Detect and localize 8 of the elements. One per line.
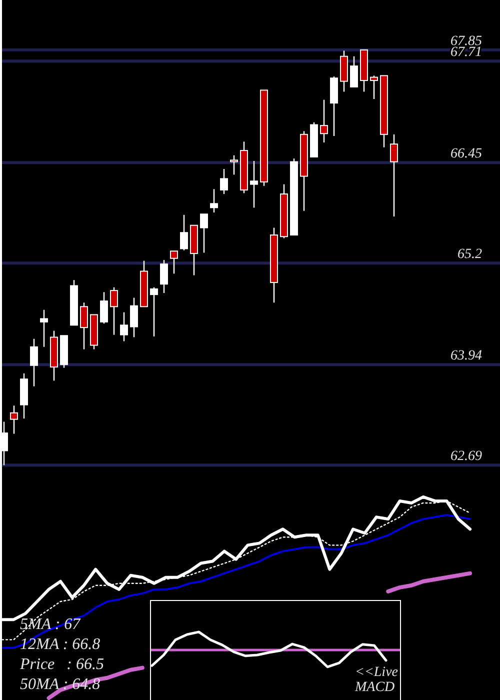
y-tick-label: 62.69 bbox=[450, 449, 482, 464]
y-tick-label: 66.45 bbox=[450, 146, 482, 162]
y-tick-label: 65.2 bbox=[458, 247, 482, 262]
annotation: Price : 66.5 bbox=[20, 655, 104, 675]
annotation: 12MA : 66.8 bbox=[20, 635, 102, 655]
y-tick-label: 67.71 bbox=[450, 45, 482, 60]
y-tick-label: 63.94 bbox=[450, 348, 482, 364]
text: <<Live MACD bbox=[355, 665, 399, 695]
